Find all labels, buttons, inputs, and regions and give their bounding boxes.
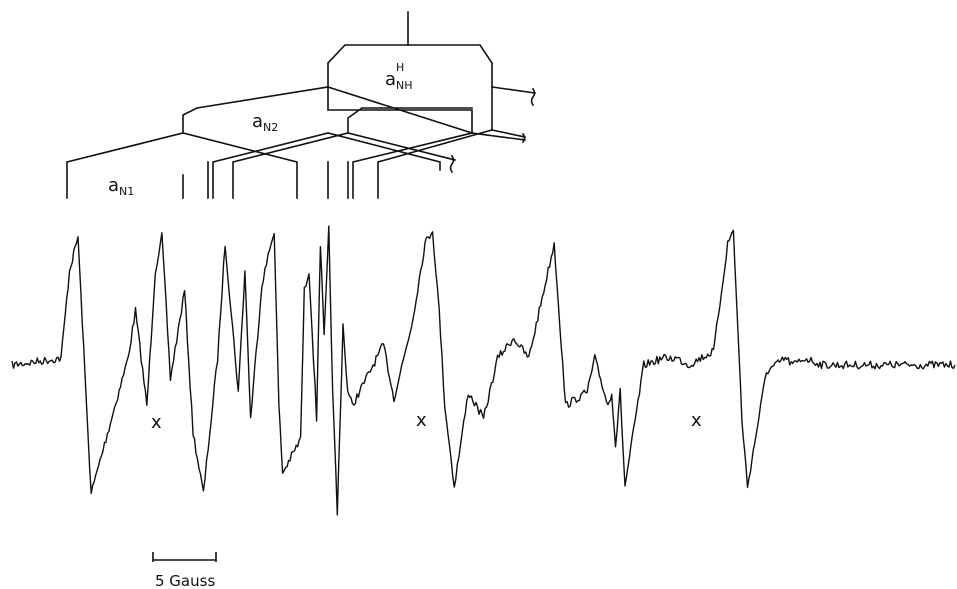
- label-a-n2-sub: N2: [263, 121, 278, 134]
- impurity-marker: x: [416, 410, 427, 431]
- splitting-tree-diagram: [66, 11, 536, 199]
- tree-level-n1-mid: [212, 132, 441, 199]
- label-a-n1: a N1: [108, 175, 134, 198]
- label-a-nh: a H NH: [385, 61, 413, 92]
- tree-level-n2-break: [521, 132, 526, 144]
- tree-level-n2-link: [326, 85, 474, 135]
- label-a-nh-sub: NH: [396, 79, 413, 92]
- tree-level-n2-tail-b: [491, 129, 526, 138]
- tree-level-n1-right-b: [352, 132, 473, 199]
- impurity-marker: x: [151, 412, 162, 433]
- impurity-marker: x: [691, 410, 702, 431]
- scale-bar: [152, 552, 217, 562]
- epr-spectrum-trace: [11, 225, 956, 516]
- tree-level-nh: [327, 44, 493, 88]
- label-a-n2-main: a: [252, 111, 263, 132]
- tree-level-nh-tail: [491, 86, 536, 94]
- tree-level-n2-tail-a: [471, 132, 526, 141]
- scale-bar-label: 5 Gauss: [155, 572, 215, 589]
- tree-level-n1-right-c: [377, 129, 493, 199]
- label-a-n2: a N2: [252, 111, 278, 134]
- label-a-nh-sup: H: [396, 61, 404, 74]
- tree-level-n2-left: [182, 86, 473, 134]
- tree-level-n1-right-a: [232, 132, 456, 199]
- tree-level-n1-main: [66, 132, 298, 199]
- label-a-n1-sub: N1: [119, 185, 134, 198]
- tree-level-nh-break: [530, 87, 536, 107]
- label-a-n1-main: a: [108, 175, 119, 196]
- tree-level-n1-break: [449, 154, 455, 174]
- label-a-nh-main: a: [385, 69, 396, 90]
- tree-level-n2-right: [347, 107, 473, 134]
